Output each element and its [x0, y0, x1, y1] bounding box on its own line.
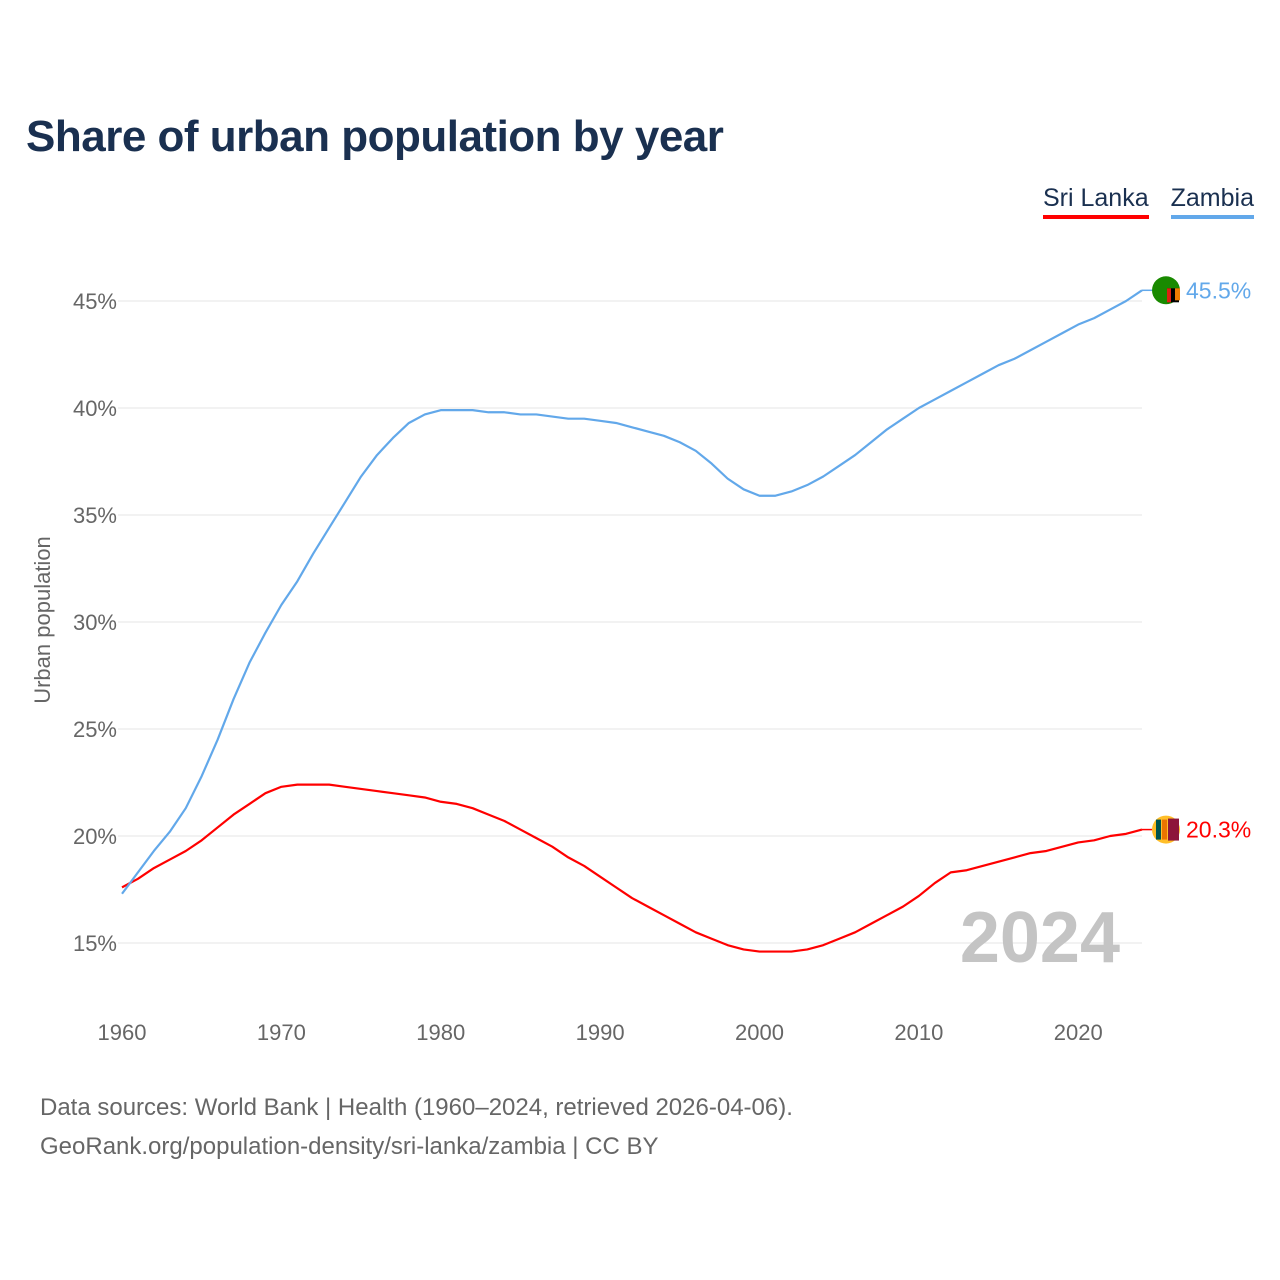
- x-tick-label: 1960: [98, 1020, 147, 1045]
- y-axis-label: Urban population: [30, 536, 55, 704]
- y-tick-label: 30%: [73, 610, 117, 635]
- footer-link[interactable]: GeoRank.org/population-density/sri-lanka…: [40, 1133, 659, 1160]
- sri-lanka-flag-stripe: [1156, 819, 1161, 840]
- y-tick-label: 35%: [73, 503, 117, 528]
- zambia-flag-stripe: [1167, 288, 1171, 303]
- legend-item-sri-lanka[interactable]: Sri Lanka: [1043, 184, 1149, 219]
- legend: Sri Lanka Zambia: [1043, 184, 1254, 219]
- end-value-label: 20.3%: [1186, 817, 1251, 843]
- x-tick-label: 2000: [735, 1020, 784, 1045]
- y-tick-label: 20%: [73, 824, 117, 849]
- x-tick-label: 1990: [576, 1020, 625, 1045]
- sri-lanka-flag-panel: [1168, 818, 1179, 841]
- x-tick-label: 2010: [894, 1020, 943, 1045]
- footer: Data sources: World Bank | Health (1960–…: [40, 1088, 793, 1166]
- year-watermark: 2024: [960, 898, 1120, 978]
- series-line-sri-lanka: [121, 783, 1143, 953]
- series-line-zambia: [121, 289, 1143, 895]
- footer-sources: Data sources: World Bank | Health (1960–…: [40, 1094, 793, 1121]
- y-tick-label: 15%: [73, 931, 117, 956]
- chart-title: Share of urban population by year: [26, 112, 724, 161]
- x-tick-label: 2020: [1054, 1020, 1103, 1045]
- y-tick-label: 25%: [73, 717, 117, 742]
- y-tick-label: 40%: [73, 396, 117, 421]
- legend-item-zambia[interactable]: Zambia: [1170, 184, 1254, 219]
- zambia-flag-stripe: [1175, 288, 1180, 301]
- sri-lanka-flag-stripe: [1162, 819, 1167, 840]
- y-tick-label: 45%: [73, 289, 117, 314]
- x-tick-label: 1980: [416, 1020, 465, 1045]
- end-value-label: 45.5%: [1186, 277, 1251, 303]
- x-tick-label: 1970: [257, 1020, 306, 1045]
